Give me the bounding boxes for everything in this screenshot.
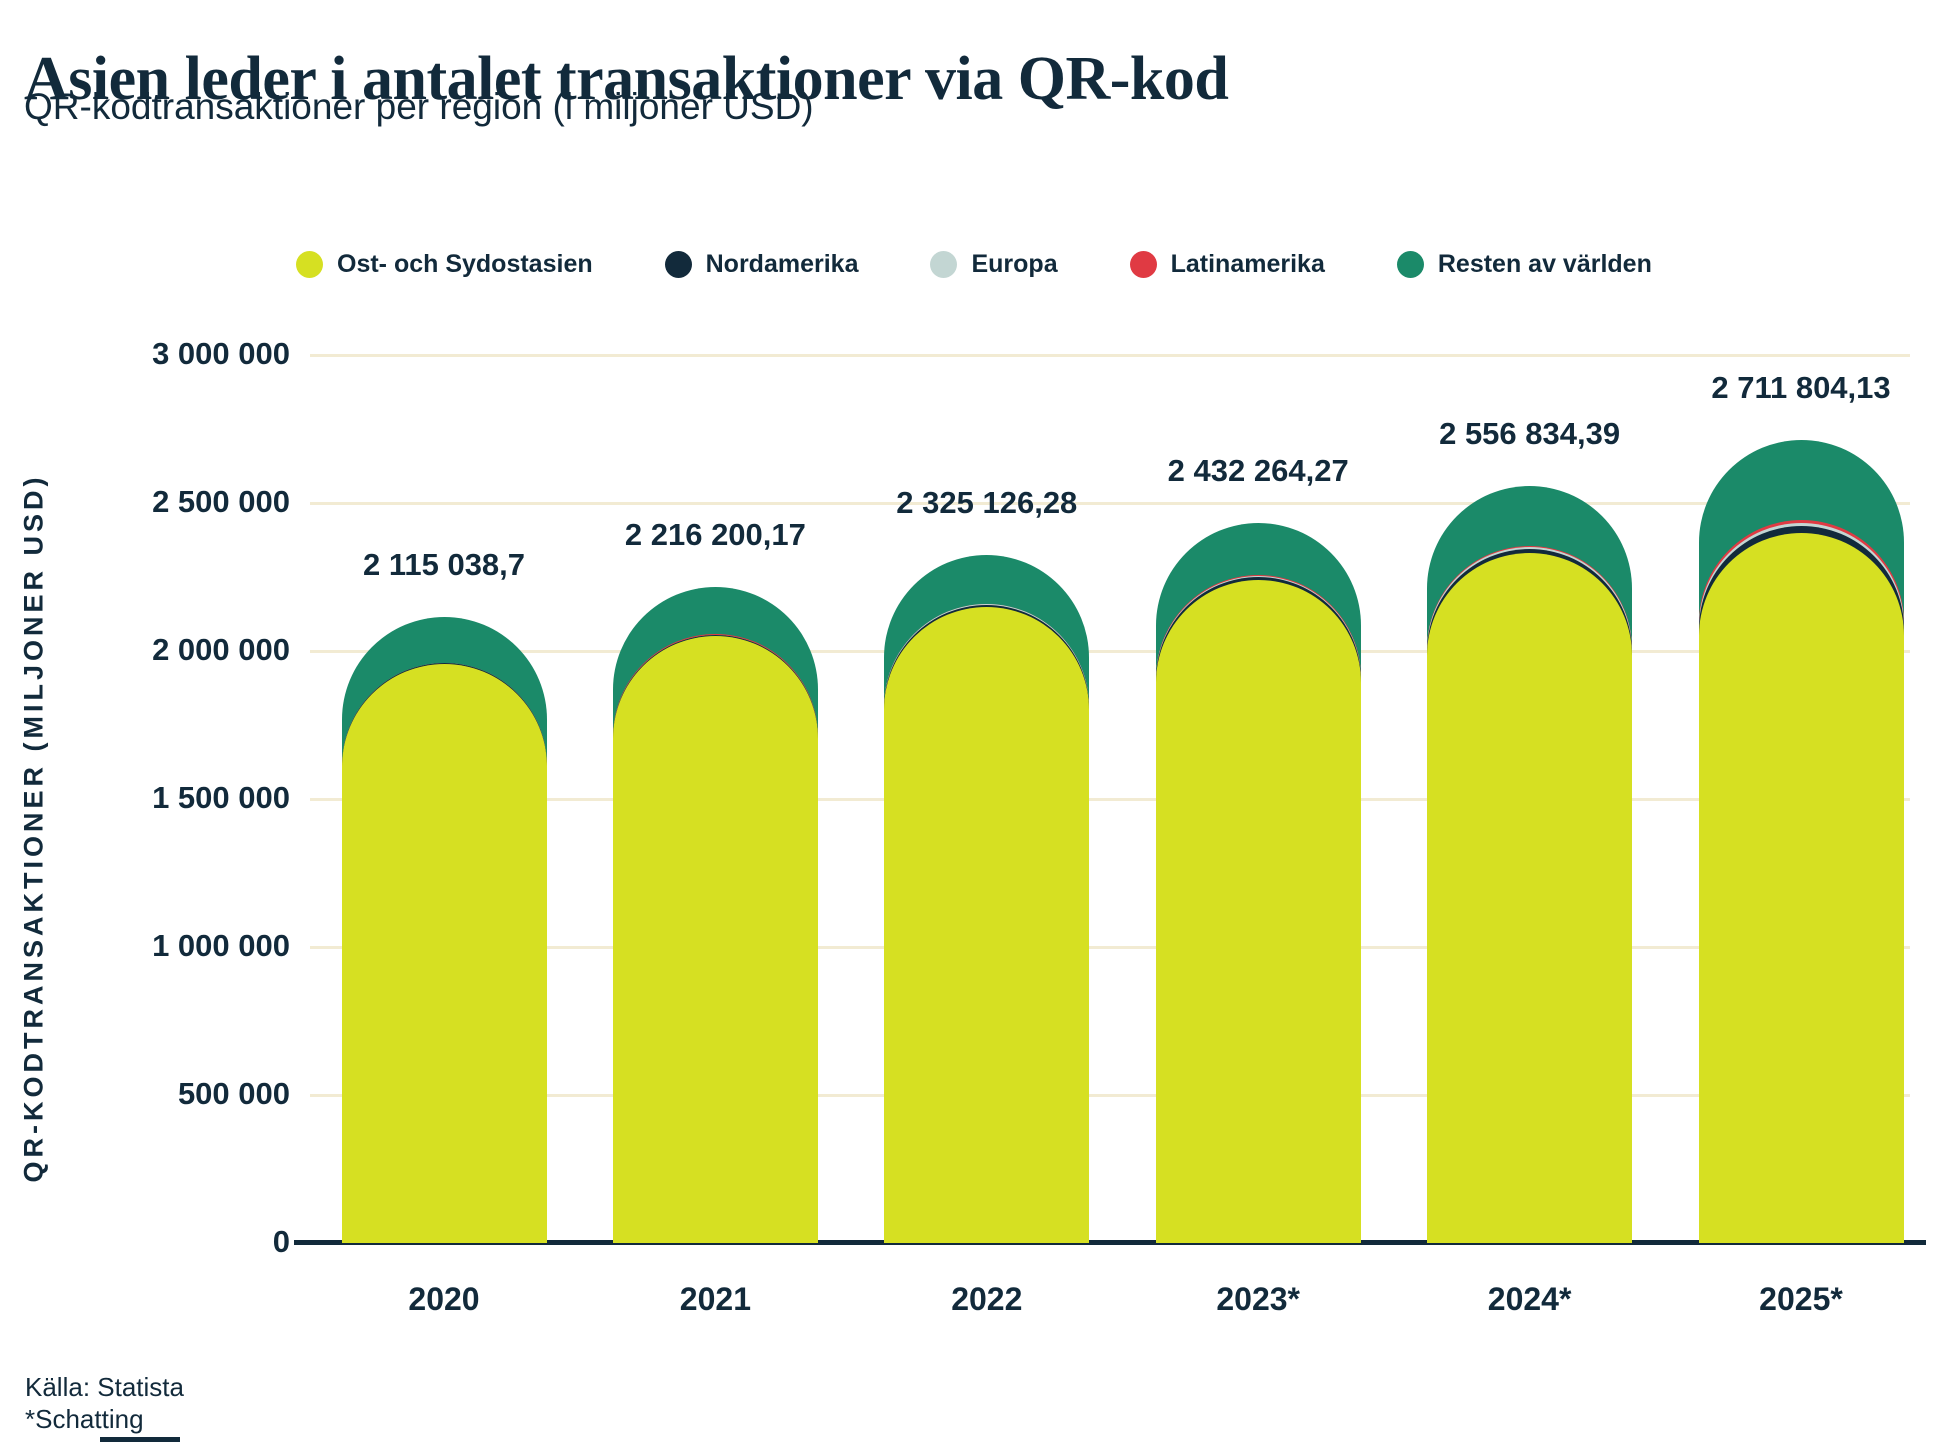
legend-label: Europa — [971, 250, 1058, 278]
plot-area: 0 500 000 1 000 000 1 500 000 2 000 000 2 500… — [152, 336, 1926, 1317]
gridline — [310, 1093, 1910, 1097]
gridline — [310, 649, 1910, 653]
legend-item-latinamerika: Latinamerika — [1129, 250, 1325, 279]
y-tick-label: 2 500 000 — [152, 484, 290, 519]
legend-item-europa: Europa — [930, 250, 1058, 279]
bar-total-label: 2 216 200,17 — [624, 517, 806, 552]
legend-label: Latinamerika — [1170, 250, 1325, 278]
x-tick-label: 2022 — [951, 1281, 1023, 1317]
chart-subtitle: QR-kodtransaktioner per region (i miljon… — [24, 86, 814, 127]
bar-segment-2024-ost-och-sydostasien — [1427, 553, 1633, 1243]
bar-total-label: 2 115 038,7 — [362, 546, 526, 582]
y-tick-label: 1 000 000 — [152, 928, 290, 963]
bar-total-label: 2 556 834,39 — [1439, 416, 1621, 452]
bar-segment-2022-ost-och-sydostasien — [884, 606, 1090, 1243]
legend-label: Ost- och Sydostasien — [337, 250, 593, 278]
legend-item-ost-och-sydostasien: Ost- och Sydostasien — [296, 250, 593, 279]
x-tick-label: 2020 — [408, 1281, 480, 1317]
legend-item-resten-av-v-rlden: Resten av världen — [1396, 250, 1652, 279]
legend-dot-icon — [1129, 251, 1157, 278]
bar-segment-2020-ost-och-sydostasien — [341, 663, 547, 1243]
y-tick-label: 2 000 000 — [152, 632, 290, 667]
legend-label: Nordamerika — [705, 250, 859, 278]
bar-total-label: 2 711 804,13 — [1711, 370, 1891, 406]
page-title: Asien leder i antalet transaktioner via … — [24, 44, 1229, 113]
legend: Ost- och Sydostasien Nordamerika Europa Lat… — [296, 250, 1652, 279]
x-tick-label: 2021 — [679, 1281, 751, 1317]
bar-segment-2023-ost-och-sydostasien — [1155, 579, 1361, 1243]
y-tick-label: 500 000 — [177, 1076, 290, 1111]
y-tick-label: 3 000 000 — [152, 336, 290, 371]
y-tick-label: 0 — [272, 1224, 290, 1259]
cropped-bottom-element — [100, 1437, 180, 1442]
x-tick-label: 2023* — [1216, 1281, 1301, 1317]
gridline — [310, 797, 1910, 801]
gridline — [310, 945, 1910, 949]
bar-total-label: 2 325 126,28 — [896, 484, 1078, 520]
bar-total-label: 2 432 264,27 — [1167, 453, 1349, 489]
y-tick-label: 1 500 000 — [152, 780, 290, 815]
legend-dot-icon — [930, 251, 958, 278]
legend-dot-icon — [664, 251, 692, 278]
bar-segment-2021-ost-och-sydostasien — [612, 635, 818, 1243]
legend-dot-icon — [296, 251, 323, 278]
legend-item-nordamerika: Nordamerika — [664, 250, 859, 279]
bar-segment-2025-ost-och-sydostasien — [1698, 532, 1904, 1243]
gridline — [310, 353, 1910, 357]
x-tick-label: 2024* — [1487, 1281, 1572, 1317]
footnote-caption: *Schatting — [25, 1404, 144, 1434]
source-caption: Källa: Statista — [25, 1372, 184, 1402]
legend-dot-icon — [1396, 251, 1424, 278]
gridline — [310, 501, 1910, 505]
x-axis-line — [294, 1240, 1926, 1245]
legend-label: Resten av världen — [1437, 250, 1652, 278]
x-tick-label: 2025* — [1759, 1281, 1843, 1317]
